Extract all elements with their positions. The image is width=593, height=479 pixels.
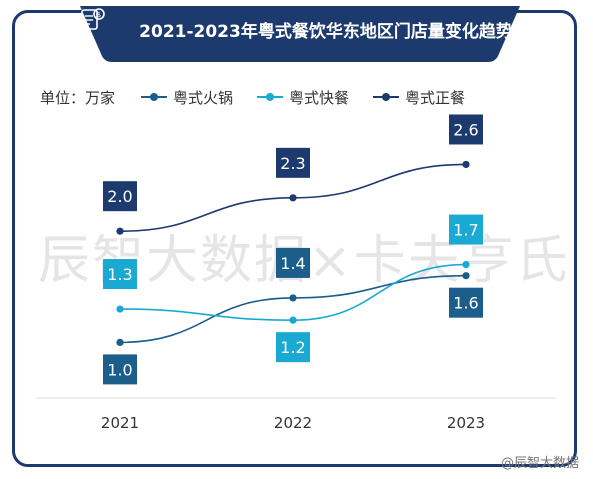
data-label-2-0: 2.0 <box>107 187 132 206</box>
svg-text:$: $ <box>97 11 101 19</box>
data-label-1-1: 1.2 <box>280 338 305 357</box>
data-point-1-0 <box>116 305 124 313</box>
data-point-0-2 <box>462 272 470 280</box>
data-label-box-0-2 <box>449 287 483 318</box>
title-banner-shape <box>80 6 520 62</box>
data-label-box-0-0 <box>103 354 137 385</box>
title-banner: $ 2021-2023年粤式餐饮华东地区门店量变化趋势 <box>80 6 520 64</box>
data-point-0-0 <box>116 338 124 346</box>
data-label-box-2-2 <box>449 114 483 145</box>
data-label-box-1-2 <box>449 214 483 245</box>
data-label-2-1: 2.3 <box>280 154 305 173</box>
data-label-box-2-1 <box>276 147 310 178</box>
data-label-0-2: 1.6 <box>453 294 478 313</box>
chart-title: 2021-2023年粤式餐饮华东地区门店量变化趋势 <box>139 22 513 42</box>
legend-item-formal: 粤式正餐 <box>373 87 465 108</box>
data-label-2-2: 2.6 <box>453 120 478 139</box>
data-label-box-2-0 <box>103 181 137 212</box>
legend-label-hotpot: 粤式火锅 <box>173 88 234 107</box>
data-label-box-1-0 <box>103 259 137 290</box>
legend-item-hotpot: 粤式火锅 <box>141 87 233 108</box>
legend-swatch-fastfood <box>257 92 284 102</box>
data-point-0-1 <box>289 294 297 302</box>
unit-label: 单位：万家 <box>40 88 116 107</box>
data-label-0-0: 1.0 <box>107 360 132 379</box>
x-tick-label-2023: 2023 <box>447 414 485 432</box>
data-point-2-1 <box>289 194 297 202</box>
legend-label-fastfood: 粤式快餐 <box>289 88 350 107</box>
data-point-2-2 <box>462 160 470 169</box>
data-label-1-0: 1.3 <box>107 265 132 284</box>
x-tick-label-2022: 2022 <box>274 414 312 432</box>
legend-label-formal: 粤式正餐 <box>405 88 466 107</box>
x-tick-label-2021: 2021 <box>101 414 139 432</box>
legend-swatch-formal <box>373 92 400 102</box>
data-point-1-1 <box>289 316 297 324</box>
data-label-box-0-1 <box>276 247 310 278</box>
data-label-1-2: 1.7 <box>453 221 478 240</box>
legend-swatch-hotpot <box>141 92 168 102</box>
source-watermark: @辰智大数据 <box>500 456 579 471</box>
report-icon: $ <box>81 8 105 30</box>
legend-item-fastfood: 粤式快餐 <box>257 87 349 108</box>
legend: 单位：万家 粤式火锅 粤式快餐 粤式正餐 <box>40 86 489 108</box>
data-point-2-0 <box>116 227 124 235</box>
data-point-1-2 <box>462 260 470 269</box>
data-label-box-1-1 <box>276 332 310 363</box>
data-label-0-1: 1.4 <box>280 254 305 273</box>
